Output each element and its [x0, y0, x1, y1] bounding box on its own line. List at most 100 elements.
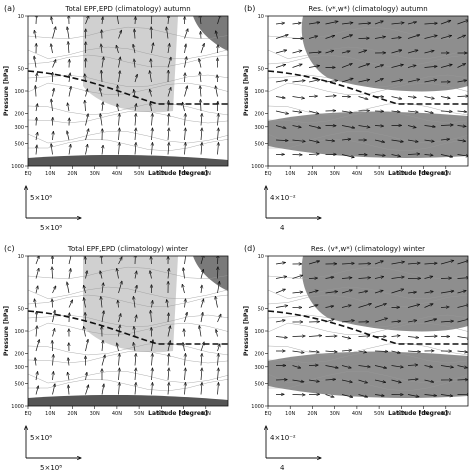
- vector-arrow: [151, 59, 152, 68]
- x-tick-label: 30N: [90, 171, 100, 177]
- panel-title: Res. (v*,w*) (climatology) winter: [311, 245, 425, 253]
- vector-arrow: [424, 110, 434, 113]
- vector-arrow: [275, 320, 285, 322]
- vector-arrow: [200, 342, 204, 352]
- shaded-region: [83, 256, 178, 353]
- vector-arrow: [85, 74, 86, 83]
- vector-arrow: [135, 285, 137, 294]
- shaded-region-lower: [268, 111, 468, 158]
- x-tick-label: 80N: [441, 171, 451, 177]
- vector-arrow: [35, 86, 36, 97]
- vector-arrow: [85, 100, 86, 112]
- vector-arrow: [424, 366, 433, 368]
- vector-arrow: [166, 27, 168, 39]
- contour-line: [28, 46, 228, 59]
- vector-arrow: [358, 125, 370, 128]
- vector-arrow: [308, 36, 318, 39]
- vector-arrow: [440, 395, 453, 397]
- vector-arrow: [68, 385, 69, 395]
- vector-arrow: [424, 23, 438, 24]
- vector-arrow: [341, 263, 354, 264]
- vector-arrow: [341, 278, 352, 279]
- y-tick-label: 500: [14, 381, 24, 387]
- y-tick-label: 100: [254, 89, 264, 95]
- vector-arrow: [325, 277, 334, 278]
- vector-arrow: [167, 57, 171, 68]
- vector-arrow: [407, 125, 416, 128]
- vector-arrow: [341, 336, 351, 339]
- vector-arrow: [119, 325, 121, 337]
- shaded-region-dark: [193, 256, 228, 291]
- contour-line: [28, 103, 228, 116]
- vector-arrow: [292, 50, 302, 54]
- vector-arrow: [217, 281, 220, 294]
- panel-d: (d) Res. (v*,w*) (climatology) winter 10 50…: [243, 244, 469, 472]
- vector-arrow: [101, 355, 105, 366]
- vector-arrow: [391, 277, 405, 279]
- vector-arrow: [52, 328, 55, 337]
- vector-arrow: [275, 262, 285, 264]
- vector-arrow: [308, 154, 319, 155]
- contour-line: [268, 379, 468, 392]
- vector-arrow: [86, 372, 87, 381]
- vector-arrow: [118, 30, 122, 39]
- x-tick-label: 30N: [90, 411, 100, 417]
- x-tick-label: 60N: [396, 171, 406, 177]
- vector-arrow: [134, 89, 135, 97]
- vector-arrow: [85, 114, 89, 126]
- vector-arrow: [457, 336, 468, 339]
- vector-arrow: [118, 281, 122, 294]
- vector-arrow: [457, 96, 468, 97]
- vector-arrow: [308, 125, 321, 129]
- vector-arrow: [391, 139, 404, 142]
- vector-arrow: [185, 143, 186, 155]
- contour-line: [28, 266, 228, 280]
- vector-arrow: [341, 290, 352, 294]
- x-tick-label: 80N: [201, 411, 211, 417]
- vector-arrow: [101, 297, 102, 308]
- x-tick-label: EQ: [264, 171, 271, 177]
- vector-arrow: [407, 65, 416, 68]
- vector-arrow: [184, 86, 188, 97]
- vector-arrow: [53, 131, 54, 141]
- plot-area: [28, 256, 228, 406]
- vector-arrow: [201, 114, 202, 126]
- vector-arrow: [52, 267, 53, 279]
- vector-arrow: [151, 256, 152, 265]
- vector-arrow: [275, 64, 286, 68]
- vector-arrow: [217, 344, 220, 352]
- vector-arrow: [440, 321, 454, 322]
- vector-arrow: [308, 380, 319, 382]
- vector-arrow: [135, 271, 137, 279]
- vector-arrow: [36, 117, 37, 126]
- vector-arrow: [68, 300, 73, 308]
- vector-arrow: [275, 110, 288, 114]
- reference-horizontal-label: 5×10⁸: [40, 464, 62, 472]
- vector-arrow: [102, 340, 103, 352]
- vector-arrow: [52, 286, 56, 294]
- shaded-region-surface: [28, 394, 228, 406]
- vector-arrow: [119, 143, 120, 155]
- vector-arrow: [407, 292, 416, 293]
- vector-arrow: [119, 383, 120, 395]
- vector-arrow: [325, 140, 335, 141]
- vector-arrow: [374, 261, 383, 265]
- vector-arrow: [119, 368, 120, 381]
- vector-arrow: [152, 128, 153, 141]
- vector-arrow: [325, 96, 337, 97]
- contour-line: [28, 351, 228, 364]
- y-tick-label: 50: [258, 306, 264, 312]
- vector-arrow: [35, 358, 36, 366]
- x-tick-label: EQ: [24, 411, 31, 417]
- vector-arrow: [424, 276, 433, 279]
- x-tick-label: 50N: [134, 411, 144, 417]
- vector-arrow: [457, 154, 468, 157]
- vector-arrow: [52, 299, 53, 308]
- vector-arrow: [150, 102, 151, 112]
- x-tick-label: 70N: [179, 411, 189, 417]
- vector-arrow: [407, 351, 420, 352]
- vector-arrow: [391, 37, 402, 38]
- vector-arrow: [85, 339, 89, 352]
- y-tick-label: 200: [14, 112, 24, 118]
- vector-arrow: [292, 351, 305, 353]
